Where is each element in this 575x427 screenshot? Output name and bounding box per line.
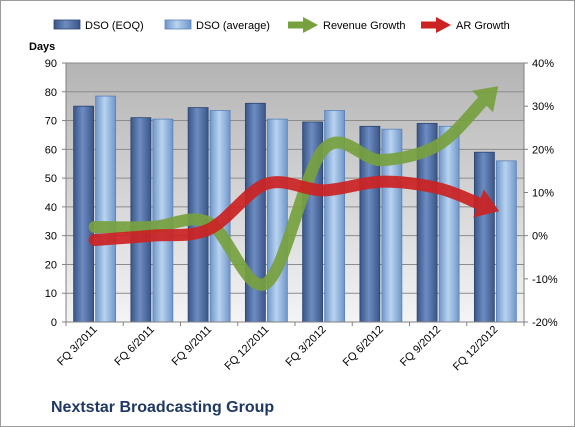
bar-dso-average: [95, 95, 117, 323]
legend-swatch-dso-eoq: [53, 19, 81, 30]
legend-label-dso-average: DSO (average): [196, 20, 270, 32]
right-tick-label: -10%: [532, 274, 558, 286]
x-tick-label: FQ 9/2012: [398, 324, 443, 369]
line-ar-growth: [88, 175, 485, 246]
left-tick-label: 40: [45, 202, 57, 214]
left-tick-label: 30: [45, 231, 57, 243]
legend-label-revenue-growth: Revenue Growth: [323, 20, 406, 32]
right-tick-label: 20%: [532, 144, 554, 156]
right-tick-label: 0%: [532, 231, 548, 243]
left-tick-label: 90: [45, 58, 57, 70]
legend-arrow-revenue-growth: [303, 17, 318, 33]
legend-arrow-ar-growth: [436, 17, 451, 33]
left-tick-label: 10: [45, 288, 57, 300]
legend-label-ar-growth: AR Growth: [456, 20, 510, 32]
x-tick-label: FQ 6/2012: [341, 324, 386, 369]
bar-dso-eoq: [473, 151, 495, 323]
arrowhead-ar-growth: [473, 189, 500, 218]
x-tick-label: FQ 12/2011: [223, 324, 272, 373]
series-ar-growth: [88, 175, 500, 246]
x-tick-label: FQ 3/2011: [55, 324, 100, 369]
arrowhead-revenue-growth: [472, 86, 499, 113]
right-tick-label: 10%: [532, 188, 554, 200]
right-tick-label: 40%: [532, 58, 554, 70]
left-tick-label: 20: [45, 259, 57, 271]
legend-swatch-dso-average: [164, 19, 192, 30]
x-tick-label: FQ 9/2011: [170, 324, 215, 369]
legend-label-dso-eoq: DSO (EOQ): [85, 20, 144, 32]
left-tick-label: 70: [45, 116, 57, 128]
right-tick-label: -20%: [532, 317, 558, 329]
left-tick-label: 50: [45, 173, 57, 185]
x-tick-label: FQ 6/2011: [112, 324, 157, 369]
x-tick-label: FQ 3/2012: [284, 324, 329, 369]
bar-dso-average: [438, 125, 460, 323]
left-tick-label: 80: [45, 87, 57, 99]
left-tick-label: 0: [51, 317, 57, 329]
bar-dso-average: [495, 160, 517, 323]
series-revenue-growth: [88, 86, 499, 291]
bar-dso-eoq: [73, 105, 95, 323]
left-axis-title: Days: [29, 41, 55, 53]
company-title: Nextstar Broadcasting Group: [51, 399, 275, 416]
x-tick-label: FQ 12/2012: [451, 324, 501, 374]
line-revenue-growth: [88, 95, 489, 291]
right-tick-label: 30%: [532, 101, 554, 113]
bar-dso-eoq: [130, 117, 152, 323]
left-tick-label: 60: [45, 144, 57, 156]
bar-dso-average: [266, 118, 288, 323]
